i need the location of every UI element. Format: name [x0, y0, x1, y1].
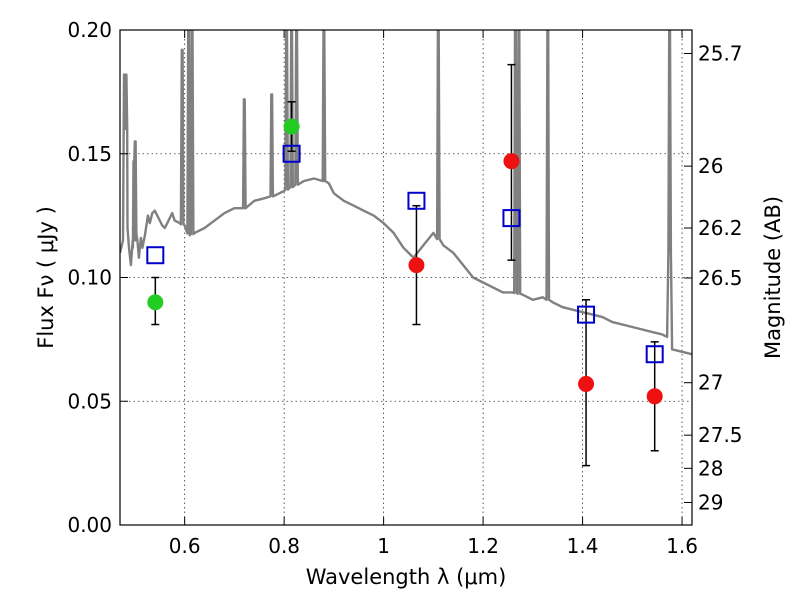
- model-spectrum: [120, 30, 692, 356]
- x-tick-label: 1: [377, 534, 390, 558]
- model-flux-square: [645, 345, 664, 364]
- observed-flux-point: [283, 118, 300, 135]
- data-points: [146, 118, 664, 405]
- y-tick-label: 0.10: [67, 266, 112, 290]
- x-tick-label: 0.6: [169, 534, 201, 558]
- model-flux-square: [577, 305, 596, 324]
- y-tick-label: 0.15: [67, 142, 112, 166]
- right-tick-label: 27.5: [698, 423, 743, 447]
- right-tick-label: 26.2: [698, 216, 743, 240]
- x-tick-label: 1.2: [467, 534, 499, 558]
- observed-flux-point: [503, 153, 520, 170]
- model-flux-square: [407, 191, 426, 210]
- model-flux-square: [282, 144, 301, 163]
- right-tick-label: 29: [698, 490, 723, 514]
- right-tick-label: 26.5: [698, 266, 743, 290]
- model-flux-square: [146, 246, 165, 265]
- x-tick-label: 1.4: [567, 534, 599, 558]
- y-axis-label: Flux Fν ( μJy ): [34, 206, 58, 349]
- model-flux-square: [502, 209, 521, 228]
- right-tick-label: 25.7: [698, 42, 743, 66]
- observed-flux-point: [408, 257, 425, 274]
- right-tick-label: 27: [698, 371, 723, 395]
- spectrum-line: [120, 30, 692, 356]
- observed-flux-point: [578, 375, 595, 392]
- right-axis-label: Magnitude (AB): [761, 196, 785, 359]
- y-tick-label: 0.00: [67, 513, 112, 537]
- y-tick-label: 0.20: [67, 18, 112, 42]
- observed-flux-point: [147, 294, 164, 311]
- x-tick-label: 1.6: [666, 534, 698, 558]
- x-tick-label: 0.8: [268, 534, 300, 558]
- y-tick-label: 0.05: [67, 389, 112, 413]
- right-tick-label: 26: [698, 154, 723, 178]
- axis-ticks: 0.6 0.8 1 1.2 1.4 1.6 0.00 0.05 0.10 0.15 0.20 25.7…: [67, 18, 742, 558]
- x-axis-label: Wavelength λ (μm): [306, 565, 507, 589]
- grid-lines: [120, 29, 692, 526]
- right-tick-label: 28: [698, 456, 723, 480]
- observed-flux-point: [646, 388, 663, 405]
